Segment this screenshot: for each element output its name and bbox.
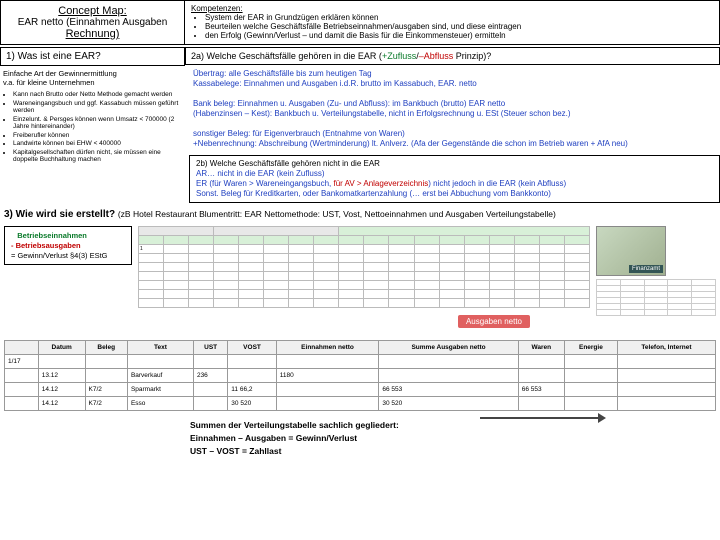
q2a-p1b: Kassabelege: Einnahmen und Ausgaben i.d.… bbox=[193, 79, 712, 89]
q2b-head: 2b) Welche Geschäftsfälle gehören nicht … bbox=[196, 159, 713, 169]
q2b-box: 2b) Welche Geschäftsfälle gehören nicht … bbox=[189, 155, 720, 203]
q1-bullet: Kann nach Brutto oder Netto Methode gema… bbox=[13, 91, 182, 98]
kompetenzen-box: Kompetenzen: System der EAR in Grundzüge… bbox=[185, 0, 720, 45]
q2b-l1: AR… nicht in die EAR (kein Zufluss) bbox=[196, 169, 713, 179]
q1-sub2: v.a. für kleine Unternehmen bbox=[3, 78, 95, 87]
q1-bullet: Einzelunt. & Persges können wenn Umsatz … bbox=[13, 116, 182, 131]
abfluss-label: –Abfluss bbox=[419, 51, 454, 61]
q2a-head: 2a) Welche Geschäftsfälle gehören in die… bbox=[185, 47, 720, 65]
title-l3: Rechnung) bbox=[5, 28, 180, 40]
q2a-p1a: Übertrag: alle Geschäftsfälle bis zum he… bbox=[193, 69, 712, 79]
right-col: 2a) Welche Geschäftsfälle gehören in die… bbox=[185, 47, 720, 203]
q1-bullet: Freiberufler können bbox=[13, 132, 182, 139]
q1-body: Einfache Art der Gewinnermittlungv.a. fü… bbox=[0, 66, 185, 168]
komp-item: System der EAR in Grundzügen erklären kö… bbox=[205, 13, 713, 22]
komp-item: Beurteilen welche Geschäftsfälle Betrieb… bbox=[205, 22, 713, 31]
q2a-p3a: sonstiger Beleg: für Eigenverbrauch (Ent… bbox=[193, 129, 712, 139]
q2b-l2c: ) nicht jedoch in die EAR (kein Abfluss) bbox=[428, 179, 566, 188]
q1-bullet: Wareneingangsbuch und ggf. Kassabuch müs… bbox=[13, 100, 182, 115]
formula-row: Betriebseinnahmen - Betriebsausgaben = G… bbox=[0, 226, 720, 336]
q2b-l3: Sonst. Beleg für Kreditkarten, oder Bank… bbox=[196, 189, 713, 199]
q1-bullet: Landwirte können bei EHW < 400000 bbox=[13, 140, 182, 147]
q2a-head-a: 2a) Welche Geschäftsfälle gehören in die… bbox=[191, 51, 382, 61]
q3-sub: (zB Hotel Restaurant Blumentritt: EAR Ne… bbox=[118, 209, 556, 219]
summary-l3: UST – VOST = Zahllast bbox=[190, 446, 281, 456]
zufluss-label: +Zufluss bbox=[382, 51, 416, 61]
q3-line: 3) Wie wird sie erstellt? (zB Hotel Rest… bbox=[0, 203, 720, 226]
summary-block: Summen der Verteilungstabelle sachlich g… bbox=[0, 415, 720, 461]
side-table bbox=[596, 279, 716, 316]
detail-table: DatumBelegTextUSTVOSTEinnahmen nettoSumm… bbox=[4, 340, 716, 411]
detail-table-wrap: DatumBelegTextUSTVOSTEinnahmen nettoSumm… bbox=[0, 336, 720, 415]
arrow-icon bbox=[480, 417, 600, 419]
q2a-p2a: Bank beleg: Einnahmen u. Ausgaben (Zu- u… bbox=[193, 99, 712, 109]
q2a-p3b: +Nebenrechnung: Abschreibung (Wertminder… bbox=[193, 139, 712, 149]
side-stack: Finanzamt bbox=[596, 226, 716, 316]
formula-box: Betriebseinnahmen - Betriebsausgaben = G… bbox=[4, 226, 132, 265]
title-l1: Concept Map: bbox=[5, 5, 180, 17]
q3-head: 3) Wie wird sie erstellt? bbox=[4, 209, 118, 220]
mid-row: 1) Was ist eine EAR? Einfache Art der Ge… bbox=[0, 47, 720, 203]
q1-bullet: Kapitalgesellschaften dürfen nicht, sie … bbox=[13, 149, 182, 164]
komp-item: den Erfolg (Gewinn/Verlust – und damit d… bbox=[205, 31, 713, 40]
q2a-body: Übertrag: alle Geschäftsfälle bis zum he… bbox=[185, 65, 720, 153]
summary-l1: Summen der Verteilungstabelle sachlich g… bbox=[190, 420, 399, 430]
left-col: 1) Was ist eine EAR? Einfache Art der Ge… bbox=[0, 47, 185, 203]
title-l2: EAR netto (Einnahmen Ausgaben bbox=[5, 17, 180, 28]
finanzamt-image: Finanzamt bbox=[596, 226, 666, 276]
formula-l1: Betriebseinnahmen bbox=[11, 231, 87, 240]
formula-l2: - Betriebsausgaben bbox=[11, 241, 81, 250]
verteilungs-table-area: 1 Ausgaben netto bbox=[138, 226, 590, 336]
komp-head: Kompetenzen: bbox=[191, 4, 243, 13]
q2b-l2b: für AV > Anlageverzeichnis bbox=[333, 179, 428, 188]
formula-l3: = Gewinn/Verlust §4(3) EStG bbox=[11, 251, 108, 260]
q2a-p2b: (Habenzinsen – Kest): Bankbuch u. Vertei… bbox=[193, 109, 712, 119]
top-row: Concept Map: EAR netto (Einnahmen Ausgab… bbox=[0, 0, 720, 45]
q1-head: 1) Was ist eine EAR? bbox=[0, 47, 185, 66]
q2a-head-b: Prinzip)? bbox=[453, 51, 491, 61]
summary-l2: Einnahmen – Ausgaben = Gewinn/Verlust bbox=[190, 433, 357, 443]
q2b-l2a: ER (für Waren > Wareneingangsbuch, bbox=[196, 179, 333, 188]
title-box: Concept Map: EAR netto (Einnahmen Ausgab… bbox=[0, 0, 185, 45]
ausgaben-tag: Ausgaben netto bbox=[458, 315, 530, 328]
verteilungs-table: 1 bbox=[138, 226, 590, 308]
